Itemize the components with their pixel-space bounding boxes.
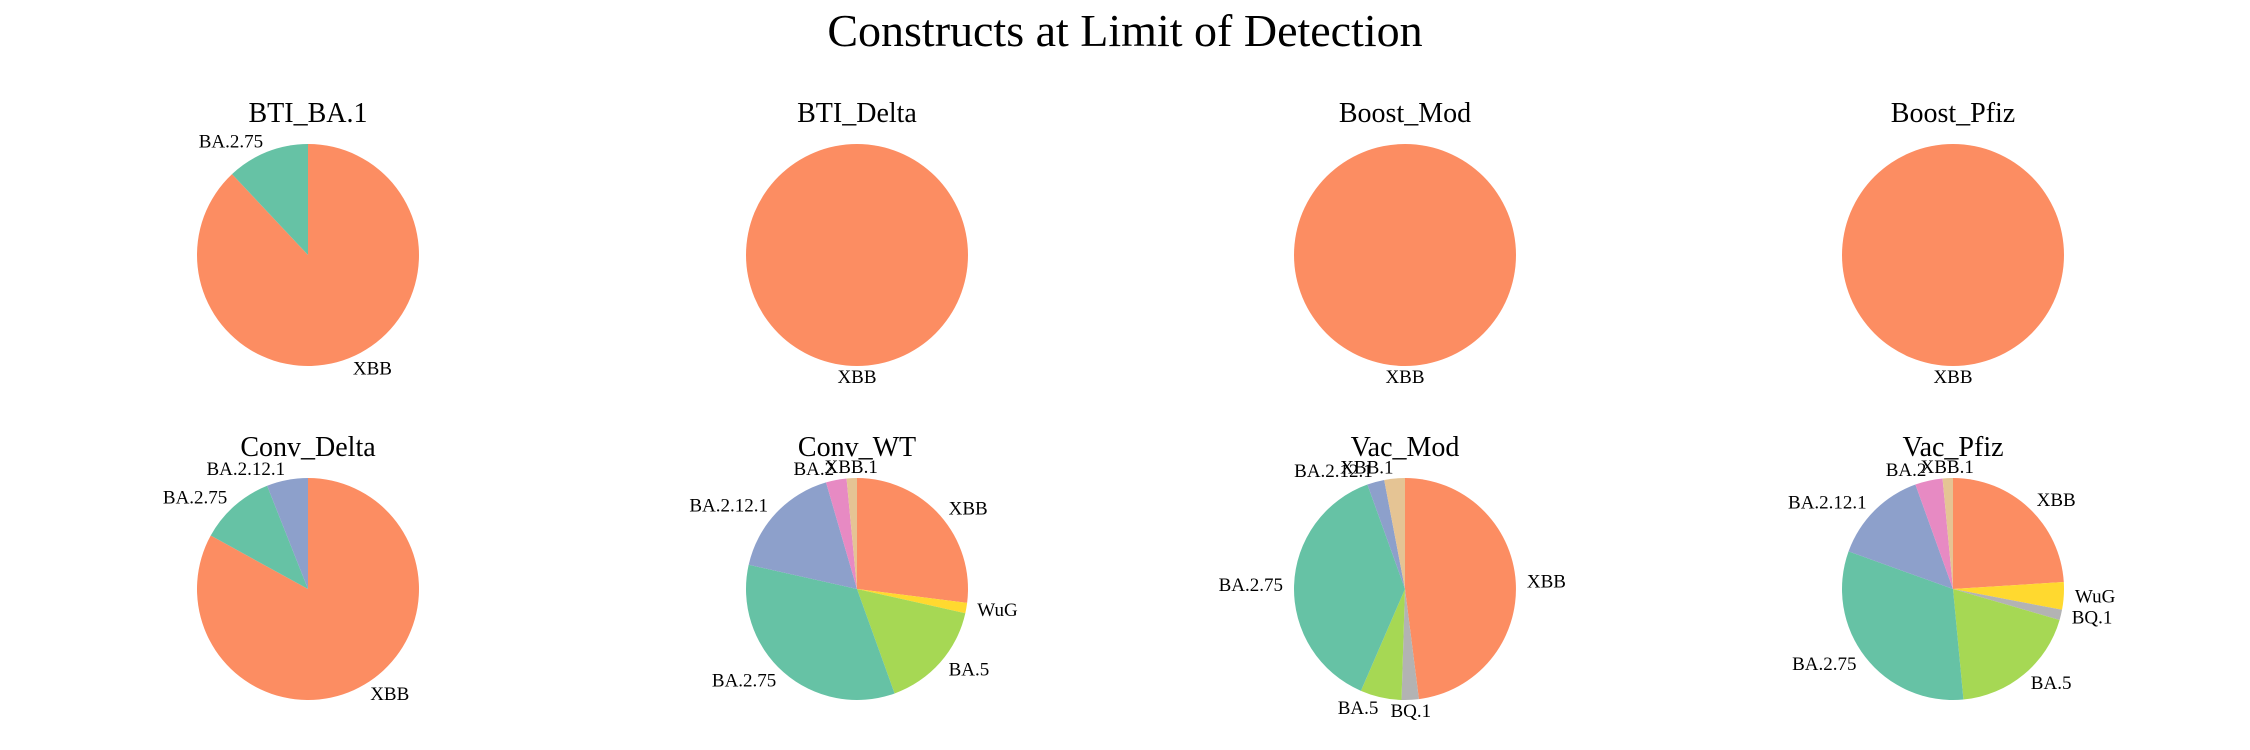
- pie-title: BTI_BA.1: [249, 98, 368, 129]
- pie-bti-delta: BTI_Delta XBB: [746, 98, 968, 388]
- slice-label-ba-5: BA.5: [949, 660, 990, 681]
- pie-boost-mod: Boost_Mod XBB: [1294, 98, 1516, 388]
- slice-label-ba-2-75: BA.2.75: [712, 671, 776, 692]
- slice-label-xbb-1: XBB.1: [1340, 457, 1393, 478]
- pie-title: Vac_Pfiz: [1902, 432, 2003, 463]
- slice-ba-2-75: [745, 564, 895, 701]
- slice-ba-2: [826, 478, 857, 589]
- slice-ba-2-75: [232, 144, 308, 255]
- slice-xbb: [1294, 144, 1516, 366]
- slice-ba-5: [1953, 589, 2060, 700]
- slice-ba-2-75: [1841, 551, 1964, 701]
- slice-label-ba-2-12-1: BA.2.12.1: [1788, 493, 1867, 514]
- slice-label-ba-2-12-1: BA.2.12.1: [206, 459, 285, 480]
- slice-label-xbb: XBB: [353, 359, 392, 380]
- pie-conv-delta: Conv_Delta XBB BA.2.75 BA.2.12.1: [163, 432, 420, 705]
- slice-xbb: [1842, 144, 2064, 366]
- slice-wug: [857, 589, 968, 614]
- slice-label-ba-5: BA.5: [1338, 698, 1379, 719]
- slice-xbb: [1953, 478, 2064, 589]
- pie-grid: BTI_BA.1 XBB BA.2.75 BTI_Delta XBB Boost_Mod X…: [163, 98, 2116, 722]
- pie-conv-wt: Conv_WT XBB WuG BA.5 BA.2.75 BA.2.12.1 BA.2XBB…: [689, 432, 1018, 701]
- slice-label-bq-1: BQ.1: [1390, 701, 1431, 722]
- pie-boost-pfiz: Boost_Pfiz XBB: [1842, 98, 2064, 388]
- slice-ba-2-12-1: [1848, 484, 1953, 589]
- slice-label-xbb: XBB: [837, 367, 876, 388]
- figure-title: Constructs at Limit of Detection: [827, 5, 1422, 56]
- slice-xbb: [196, 144, 419, 366]
- slice-label-xbb: XBB: [1385, 367, 1424, 388]
- slice-ba-2-12-1: [267, 478, 308, 589]
- slice-label-ba-2-12-1: BA.2.12.1: [689, 495, 768, 516]
- slice-xbb-1: [1384, 478, 1405, 589]
- slice-xbb-1: [1942, 478, 1953, 589]
- slice-label-bq-1: BQ.1: [2072, 608, 2113, 629]
- slice-label-ba-2-75: BA.2.75: [199, 132, 263, 153]
- pie-bti-ba-1: BTI_BA.1 XBB BA.2.75: [196, 98, 419, 380]
- pie-title: Conv_WT: [798, 432, 916, 463]
- slice-label-xbb: XBB: [949, 498, 988, 519]
- slice-ba-2-12-1: [1367, 479, 1405, 589]
- slice-label-ba-2-75: BA.2.75: [1219, 575, 1283, 596]
- slice-xbb: [857, 478, 968, 603]
- slice-label-xbb-1: XBB.1: [825, 457, 878, 478]
- slice-label-wug: WuG: [2075, 587, 2116, 608]
- slice-ba-2-75: [1294, 484, 1405, 691]
- slice-label-xbb: XBB: [2037, 490, 2076, 511]
- pie-title: Boost_Pfiz: [1891, 98, 2015, 129]
- pie-title: BTI_Delta: [797, 98, 917, 129]
- pie-title: Vac_Mod: [1351, 432, 1460, 463]
- slice-label-ba-2: BA.2: [793, 459, 834, 480]
- slice-label-xbb: XBB: [370, 684, 409, 705]
- pie-title: Conv_Delta: [240, 432, 376, 463]
- slice-xbb: [197, 478, 420, 700]
- slice-xbb: [1405, 478, 1516, 700]
- slice-label-ba-2: BA.2: [1886, 460, 1927, 481]
- slice-label-ba-2-75: BA.2.75: [1792, 654, 1856, 675]
- slice-ba-5: [1360, 589, 1405, 700]
- slice-wug: [1953, 582, 2064, 610]
- slice-label-ba-2-12-1: BA.2.12.1: [1294, 461, 1373, 482]
- slice-label-xbb: XBB: [1933, 367, 1972, 388]
- slice-ba-2-12-1: [748, 482, 857, 589]
- slice-xbb: [746, 144, 968, 366]
- slice-ba-5: [857, 589, 966, 694]
- slice-label-ba-2-75: BA.2.75: [163, 487, 227, 508]
- slice-label-xbb-1: XBB.1: [1921, 457, 1974, 478]
- pie-title: Boost_Mod: [1339, 98, 1471, 129]
- slice-label-wug: WuG: [977, 600, 1018, 621]
- slice-xbb-1: [846, 478, 857, 589]
- slice-ba-2: [1915, 478, 1953, 589]
- slice-bq-1: [1953, 589, 2063, 620]
- slice-bq-1: [1401, 589, 1419, 701]
- slice-label-xbb: XBB: [1527, 571, 1566, 592]
- slice-label-ba-5: BA.5: [2031, 673, 2072, 694]
- slice-ba-2-75: [210, 485, 308, 589]
